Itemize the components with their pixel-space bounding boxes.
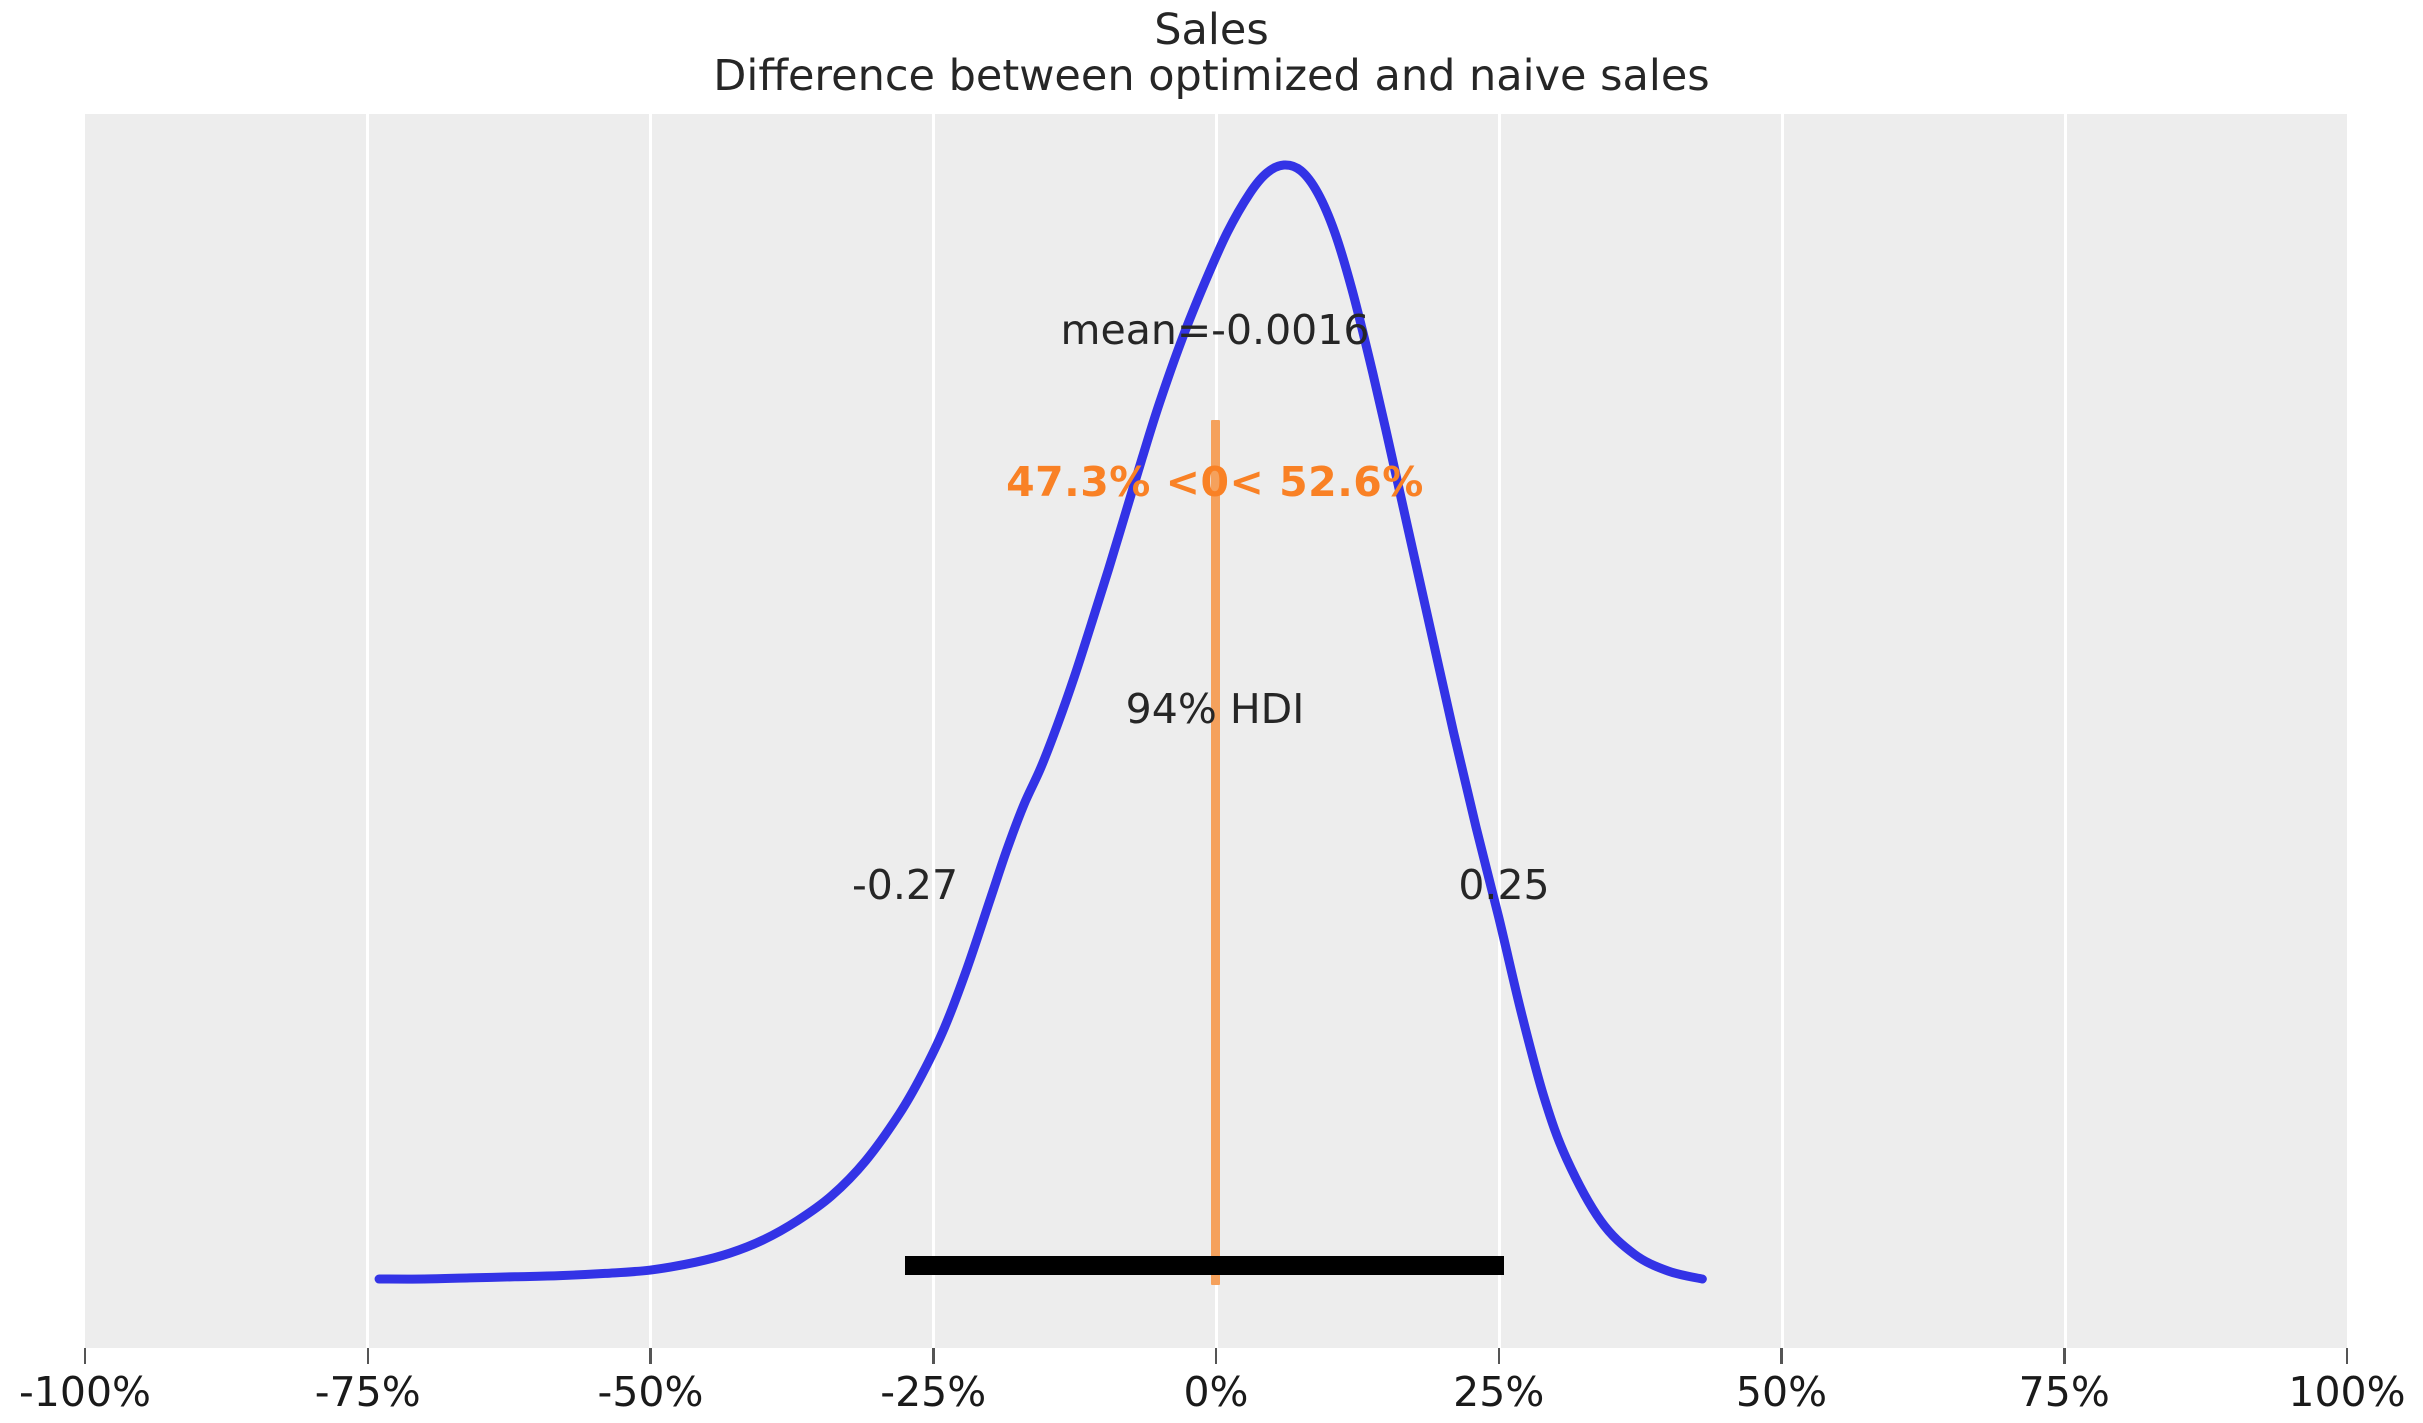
x-tick-label: 25% — [1453, 1368, 1545, 1416]
x-tick-mark — [1780, 1348, 1783, 1364]
x-tick-label: -100% — [18, 1368, 152, 1416]
x-tick-mark — [649, 1348, 652, 1364]
hdi-probability-label: 94% HDI — [1125, 685, 1305, 733]
mean-annotation: mean=-0.0016 — [1060, 306, 1370, 354]
x-tick-mark — [366, 1348, 369, 1364]
x-tick-mark — [1497, 1348, 1500, 1364]
gridline-minus50 — [649, 114, 652, 1348]
hdi-interval-bar — [905, 1256, 1504, 1275]
title-block: Sales Difference between optimized and n… — [0, 0, 2423, 100]
x-tick-label: 100% — [2288, 1368, 2406, 1416]
gridline-minus25 — [932, 114, 935, 1348]
gridline-50 — [1781, 114, 1784, 1348]
plot-area: mean=-0.0016 47.3% <0< 52.6% 94% HDI -0.… — [85, 114, 2347, 1348]
x-tick-mark — [2345, 1348, 2349, 1364]
x-tick-mark — [932, 1348, 935, 1364]
x-tick-mark — [1214, 1348, 1218, 1364]
x-tick-label: -75% — [314, 1368, 421, 1416]
rope-percentage-annotation: 47.3% <0< 52.6% — [1006, 458, 1424, 506]
gridline-25 — [1498, 114, 1501, 1348]
chart-subtitle: Difference between optimized and naive s… — [713, 51, 1710, 101]
x-tick-mark — [83, 1348, 87, 1364]
hdi-lower-bound-label: -0.27 — [851, 861, 959, 909]
density-curve — [374, 160, 1707, 1284]
x-tick-label: -50% — [597, 1368, 704, 1416]
hdi-upper-bound-label: 0.25 — [1458, 861, 1550, 909]
page-title: Sales — [1154, 5, 1269, 55]
x-axis: -100% -75% -50% -25% 0% 25% 50% 75% 100% — [0, 1348, 2423, 1423]
x-tick-label: 0% — [1183, 1368, 1249, 1416]
gridline-75 — [2064, 114, 2067, 1348]
gridline-minus75 — [366, 114, 369, 1348]
density-curve-path — [374, 160, 1707, 1284]
x-tick-label: 75% — [2018, 1368, 2110, 1416]
x-tick-mark — [2063, 1348, 2066, 1364]
reference-line-zero — [1211, 420, 1220, 1285]
x-tick-label: 50% — [1735, 1368, 1828, 1416]
x-tick-label: -25% — [880, 1368, 987, 1416]
